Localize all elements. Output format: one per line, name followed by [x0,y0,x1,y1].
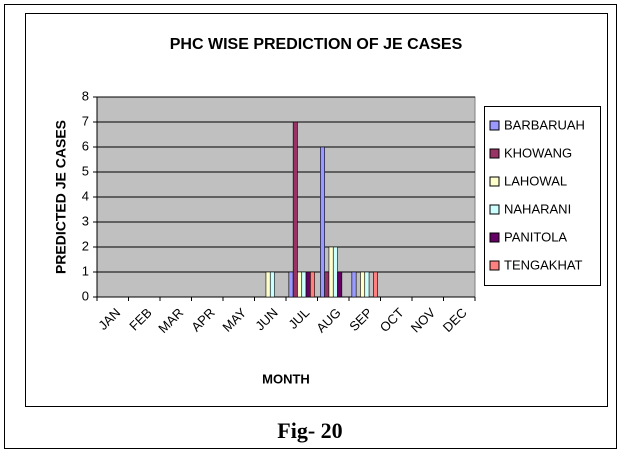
bar [269,271,275,298]
bar [328,246,334,298]
bar [337,271,343,298]
bar [373,271,378,298]
legend-label: LAHOWAL [504,173,567,188]
legend-label: TENGAKHAT [504,257,583,272]
y-tick-label: 8 [82,88,89,103]
bar [351,271,357,298]
bar [364,271,370,298]
legend-swatch [489,232,500,243]
y-tick-label: 4 [82,188,89,203]
bar [301,271,307,298]
bar [265,271,271,298]
legend-swatch [489,120,500,131]
y-tick-label: 0 [82,288,89,303]
y-tick-label: 5 [82,163,89,178]
y-tick-label: 6 [82,138,89,153]
y-axis-label: PREDICTED JE CASES [53,120,69,274]
bar [320,146,325,298]
x-axis-label: MONTH [262,371,310,386]
legend [484,106,601,286]
legend-swatch [489,176,500,187]
bar [288,271,294,298]
legend-label: KHOWANG [504,145,572,160]
legend-label: PANITOLA [504,229,567,244]
bar [360,271,366,298]
legend-swatch [489,148,500,159]
y-tick-label: 7 [82,113,89,128]
bar [292,121,298,298]
bar [332,246,338,298]
bar [297,271,303,298]
legend-label: NAHARANI [504,201,571,216]
y-tick-label: 1 [82,263,89,278]
bar [324,271,330,298]
legend-label: BARBARUAH [504,117,585,132]
legend-swatch [489,204,500,215]
figure-caption: Fig- 20 [277,418,342,443]
legend-swatch [489,260,500,271]
bar [310,271,315,298]
y-tick-label: 3 [82,213,89,228]
bar [305,271,311,298]
y-tick-label: 2 [82,238,89,253]
chart-title: PHC WISE PREDICTION OF JE CASES [170,36,463,53]
